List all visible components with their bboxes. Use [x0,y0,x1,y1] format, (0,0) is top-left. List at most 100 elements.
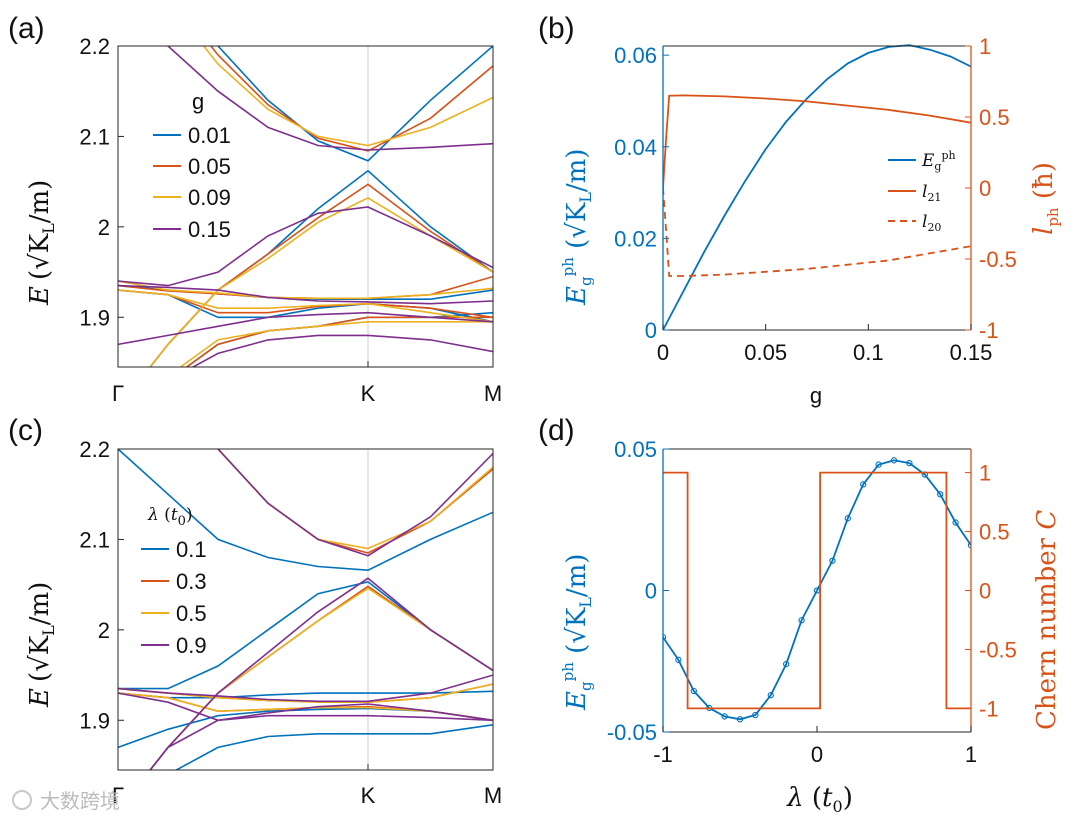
panel-d-marker-7 [752,711,759,719]
panel-a-band-0.09-3 [118,280,493,300]
panel-c-band-0.9-4 [118,692,493,722]
panel-a-band-0.09-4 [118,289,493,323]
panel-c-xtick-K: K [361,783,376,808]
panel-d-lytick-label-2: 0 [645,579,657,604]
panel-d-ylabel-left-text: Egph (√KL/m) [559,554,595,711]
panel-d-marker-8 [767,692,774,699]
panel-d-rytick-label-2: -0.5 [979,637,1017,662]
panel-c-xtick-gamma: Γ [112,783,124,808]
panel-c-band-0.1-3 [118,690,493,699]
panel-c-band-0.9-2 [149,577,493,770]
panel-d-plot [662,448,972,733]
panel-c-ytick-label-3: 2.1 [79,527,110,552]
panel-c-legend-3: 0.5 [176,601,207,626]
panel-c-plot [117,448,494,771]
panel-a-band-0.15-2 [118,206,493,287]
panel-d-xtick-label-3: 1 [965,742,977,767]
panel-c-band-0.1-5 [174,724,493,770]
panel-c-band-0.1-2 [118,581,493,690]
panel-b-ylabel-left: Egph (√KL/m) [559,149,595,306]
panel-a-xtick-M: M [484,381,502,406]
panel-d-series-2 [663,471,971,710]
panel-a-band-0.15-3 [118,284,493,305]
panel-c-ylabel-E: E [25,688,55,708]
panel-b-lytick-label-4: 0.06 [614,43,657,68]
panel-d-marker-19 [937,491,944,498]
panel-d-ylabel-right-text: Chern number C [1032,510,1062,730]
panel-d-marker-13 [844,515,851,522]
panel-b-rytick-label-4: 0.5 [979,105,1010,130]
panel-a-band-0.15-5 [191,334,493,367]
panel-b-ylabel-right: lph (ħ) [1029,162,1062,235]
panel-d-rytick-label-1: -1 [979,696,999,721]
panel-b-legend: Egph l21 l20 [888,149,956,234]
panel-c-legend-1: 0.1 [176,537,207,562]
panel-b-rytick-label-2: -0.5 [979,247,1017,272]
panel-c-ytick-label-4: 2.2 [79,437,110,462]
panel-a-xtick-K: K [361,381,376,406]
panel-d-marker-21 [967,542,971,549]
panel-b-xtick-label-4: 0.15 [950,340,993,365]
panel-d-marker-10 [798,617,805,624]
panel-d-xtick-label-1: -1 [653,742,673,767]
panel-c-ylabel-units: (√KL/m) [25,582,58,682]
panel-a-ylabel: E (√KL/m) [25,180,58,306]
panel-a: (a) E (√KL/m) 1.9 2 2.1 2.2 Γ K M g 0.01 0.… [8,12,502,406]
panel-b-xlabel: g [810,383,822,408]
watermark: 大数跨境 [12,789,120,813]
panel-a-ytick-label-2: 2 [98,215,110,240]
panel-d-lytick-label-1: -0.05 [607,720,657,745]
panel-a-legend-4: 0.15 [188,217,231,242]
panel-a-band-0.05-1 [209,46,493,152]
panel-b-lytick-label-2: 0.02 [614,226,657,251]
panel-c-band-0.3-2 [149,585,493,770]
panel-a-legend-1: 0.01 [188,123,231,148]
panel-c-legend-2: 0.3 [176,569,207,594]
panel-a-xtick-gamma: Γ [112,381,124,406]
panel-c-legend-title: λ (t0) [147,505,193,529]
panel-a-band-0.09-2 [149,196,493,367]
panel-d-marker-20 [952,519,959,526]
panel-b: (b) Egph (√KL/m) lph (ħ) 0 0.05 0.1 0.15 0 0.… [538,12,1062,408]
panel-a-frame [117,45,494,368]
panel-b-legend-3: l20 [922,212,941,234]
panel-b-lytick-label-1: 0 [645,318,657,343]
panel-b-xtick-label-2: 0.05 [744,340,787,365]
panel-d-xtick-label-2: 0 [811,742,823,767]
panel-d-label: (d) [538,414,575,447]
panel-d-ylabel-left: Egph (√KL/m) [559,554,595,711]
panel-c-yticks: 1.9 2 2.1 2.2 [79,437,124,733]
panel-a-band-0.15-1 [166,46,493,151]
panel-b-label: (b) [538,12,575,45]
panel-c-band-0.9-1 [216,449,493,557]
panel-c: (c) E (√KL/m) 1.9 2 2.1 2.2 Γ K M λ (t0) 0.… [8,414,502,808]
panel-b-plot [662,44,972,331]
panel-a-band-0.09-1 [202,46,493,147]
panel-d-rytick-label-5: 1 [979,461,991,486]
panel-a-ytick-label-3: 2.1 [79,124,110,149]
panel-c-label: (c) [8,414,43,447]
panel-a-ylabel-units: (√KL/m) [25,180,58,280]
panel-b-ticks: 0 0.05 0.1 0.15 0 0.02 0.04 0.06 -1 -0.5 0 0.5 1 [614,34,1017,365]
panel-d-marker-2 [675,656,682,663]
panel-b-series-1 [663,44,971,331]
panel-a-legend-2: 0.05 [188,154,231,179]
panel-a-band-0.05-5 [185,316,493,367]
panel-c-frame [117,448,494,771]
panel-c-band-0.9-3 [118,674,493,703]
panel-a-band-0.09-5 [179,321,493,367]
panel-d-marker-16 [890,457,898,464]
panel-b-xtick-label-3: 0.1 [853,340,884,365]
panel-d-lytick-label-3: 0.05 [614,437,657,462]
panel-d-marker-12 [829,557,836,564]
panel-c-band-0.9-5 [149,714,493,770]
panel-c-xtick-M: M [484,783,502,808]
panel-c-legend-4: 0.9 [176,633,207,658]
panel-b-series-3 [663,187,971,277]
watermark-text: 大数跨境 [40,789,120,813]
panel-a-label: (a) [8,12,45,45]
panel-a-ytick-label-1: 1.9 [79,305,110,330]
panel-b-legend-2: l21 [922,182,941,204]
panel-b-rytick-label-5: 1 [979,34,991,59]
